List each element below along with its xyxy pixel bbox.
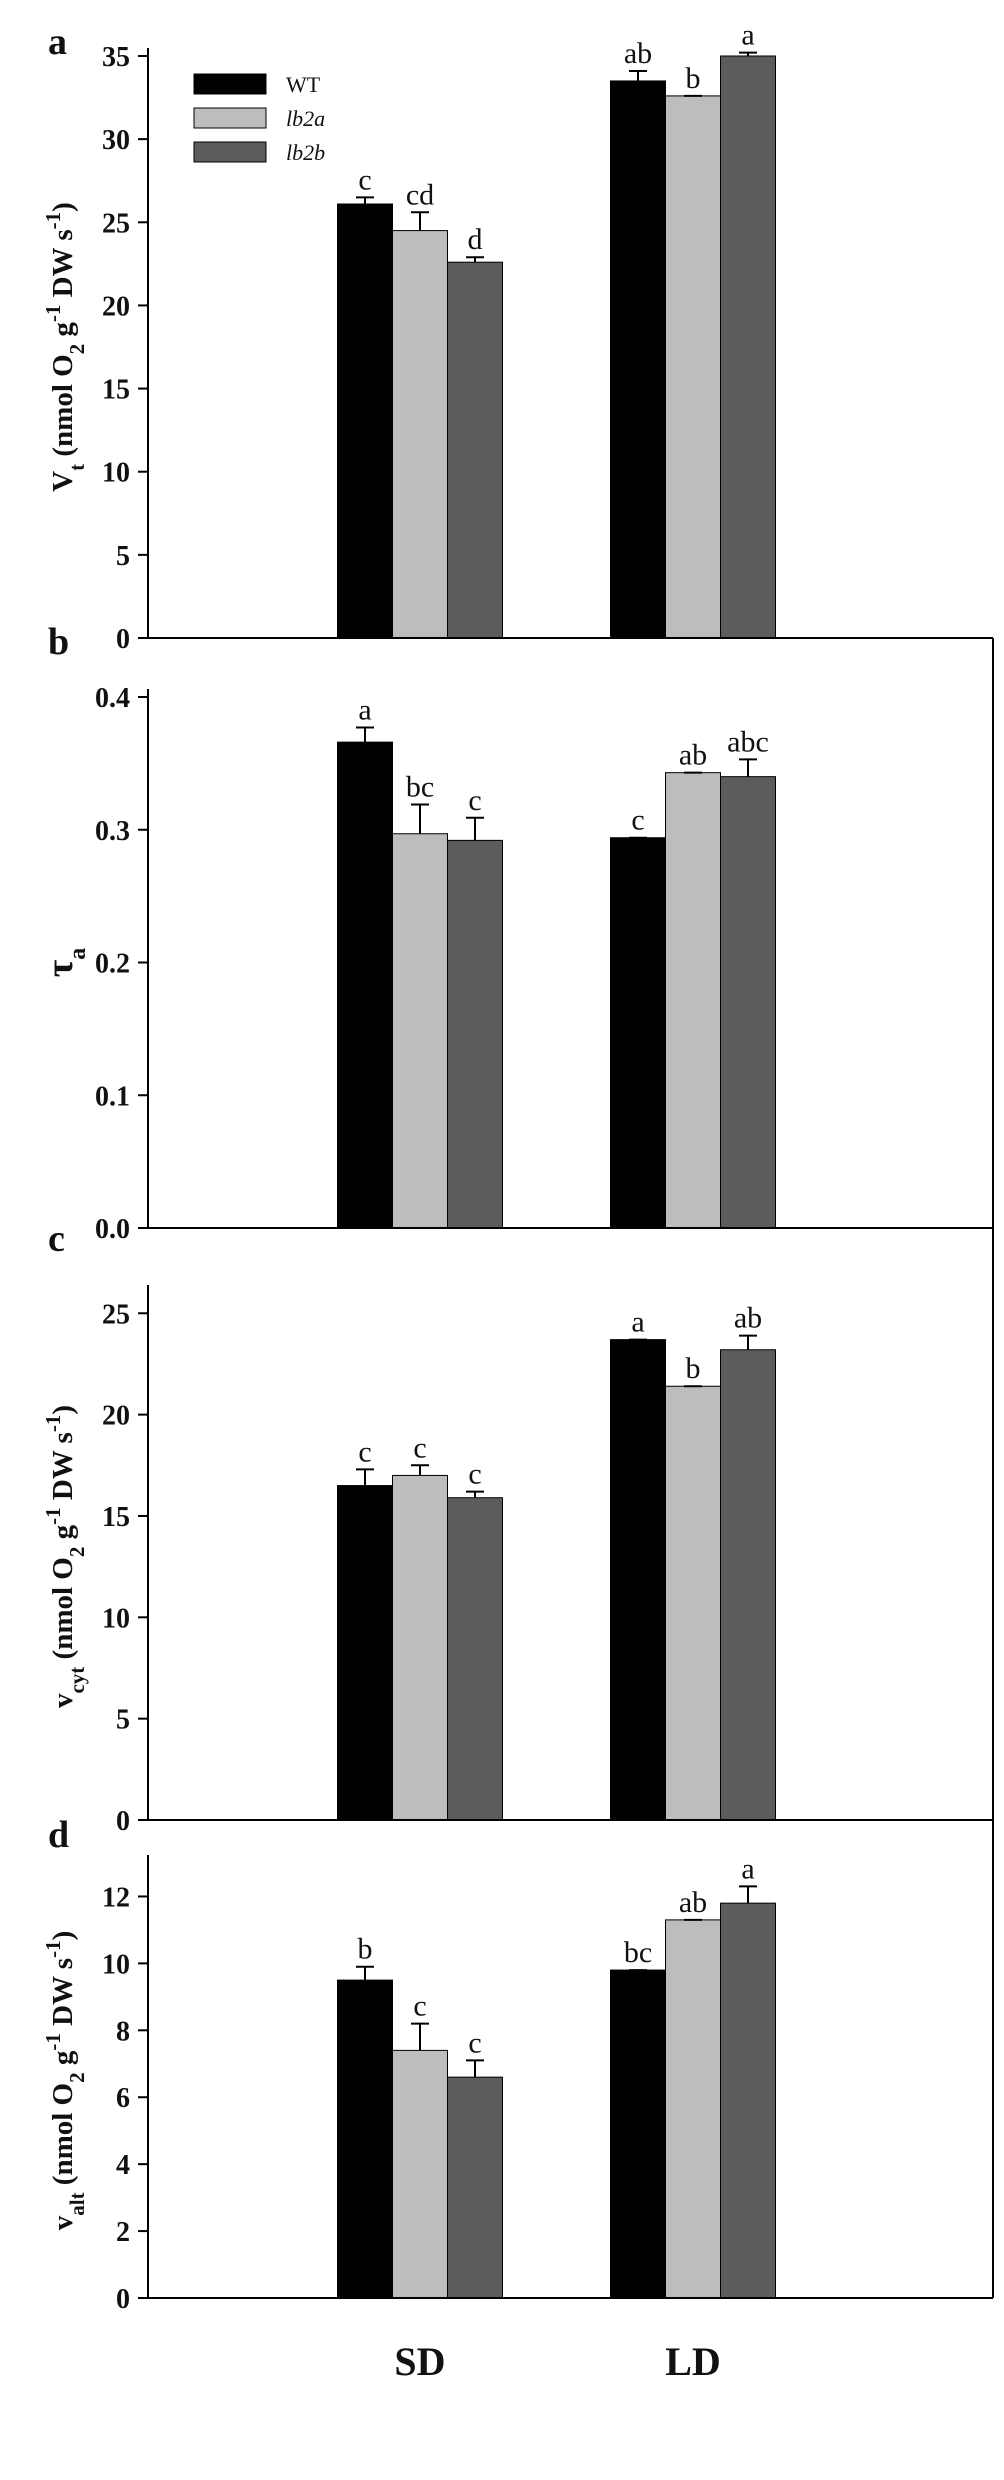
bar-WT-SD	[337, 1485, 393, 1821]
y-tick-label: 25	[102, 1299, 130, 1330]
y-tick-label: 12	[102, 1882, 130, 1913]
bar-lb2a-LD	[665, 1385, 721, 1821]
y-tick-label: 20	[102, 1401, 130, 1432]
bar-lb2a-SD	[392, 2049, 448, 2299]
bar-WT-LD	[610, 1339, 666, 1821]
bar-WT-LD	[610, 837, 666, 1229]
y-tick-label: 6	[116, 2083, 130, 2114]
significance-label: d	[468, 223, 483, 256]
y-tick-label: 5	[116, 541, 130, 572]
bar-lb2a-LD	[665, 772, 721, 1229]
bar-WT-SD	[337, 1979, 393, 2299]
significance-label: c	[358, 163, 371, 196]
significance-label: c	[413, 1431, 426, 1464]
significance-label: c	[358, 1435, 371, 1468]
bar-lb2a-LD	[665, 95, 721, 639]
x-group-label-SD: SD	[394, 2339, 445, 2384]
y-axis-label: vcyt (nmol O2 g-1 DW s-1)	[41, 1405, 89, 1708]
significance-label: c	[413, 1990, 426, 2023]
legend-swatch-lb2a	[193, 107, 267, 129]
significance-label: b	[686, 62, 701, 95]
panel-letter: d	[48, 1814, 69, 1856]
significance-label: c	[468, 1458, 481, 1491]
y-tick-label: 25	[102, 208, 130, 239]
significance-label: ab	[679, 739, 707, 772]
bar-lb2b-SD	[447, 2076, 503, 2299]
significance-label: bc	[624, 1936, 652, 1969]
significance-label: a	[631, 1306, 644, 1339]
y-tick-label: 0	[116, 1806, 130, 1837]
y-tick-label: 0	[116, 624, 130, 655]
y-tick-label: 0.2	[95, 949, 130, 980]
bar-lb2b-LD	[720, 55, 776, 639]
legend-label: lb2b	[286, 140, 325, 165]
x-group-label-LD: LD	[665, 2339, 721, 2384]
panel-letter: a	[48, 21, 67, 63]
significance-label: a	[741, 19, 754, 52]
legend-label: WT	[286, 72, 321, 97]
bar-lb2b-SD	[447, 839, 503, 1229]
legend-swatch-WT	[193, 73, 267, 95]
significance-label: abc	[727, 725, 769, 758]
bar-lb2a-SD	[392, 230, 448, 639]
y-tick-label: 30	[102, 125, 130, 156]
y-tick-label: 15	[102, 1502, 130, 1533]
bar-WT-LD	[610, 1969, 666, 2299]
significance-label: ab	[679, 1886, 707, 1919]
y-tick-label: 10	[102, 1949, 130, 1980]
bar-lb2b-LD	[720, 1902, 776, 2299]
bar-WT-LD	[610, 80, 666, 639]
y-tick-label: 8	[116, 2016, 130, 2047]
significance-label: a	[741, 1852, 754, 1885]
panel-letter: b	[48, 621, 69, 663]
significance-label: a	[358, 694, 371, 727]
bar-WT-SD	[337, 203, 393, 639]
panel-d: d 0 2 4 6 8 10 12 valt (nmol O2 g-1 DW s-1) b bc c a…	[41, 1814, 993, 2315]
bar-WT-SD	[337, 741, 393, 1229]
y-tick-label: 10	[102, 458, 130, 489]
significance-label: b	[686, 1352, 701, 1385]
bar-lb2b-SD	[447, 261, 503, 639]
y-tick-label: 0.4	[95, 683, 130, 714]
significance-label: c	[468, 784, 481, 817]
y-tick-label: 5	[116, 1705, 130, 1736]
significance-label: ab	[734, 1302, 762, 1335]
y-tick-label: 35	[102, 42, 130, 73]
y-tick-label: 10	[102, 1603, 130, 1634]
y-axis-label: Vt (nmol O2 g-1 DW s-1)	[41, 202, 89, 492]
bar-lb2a-SD	[392, 1474, 448, 1821]
y-tick-label: 0.3	[95, 816, 130, 847]
legend: WT lb2a lb2b	[193, 72, 325, 165]
significance-label: c	[631, 804, 644, 837]
panel-a: a 0 5 10 15 20 25 30 35 Vt (nmol O2 g-1 DW s-1) c a…	[41, 19, 993, 655]
panel-c: c 0 5 10 15 20 25 vcyt (nmol O2 g-1 DW s-1) c a c b…	[41, 1218, 993, 1837]
significance-label: b	[358, 1933, 373, 1966]
bar-lb2b-LD	[720, 1349, 776, 1821]
significance-label: cd	[406, 178, 434, 211]
panel-letter: c	[48, 1218, 65, 1260]
y-tick-label: 15	[102, 375, 130, 406]
x-group-labels: SD LD	[394, 2339, 720, 2384]
bar-lb2a-LD	[665, 1919, 721, 2299]
y-axis-label: valt (nmol O2 g-1 DW s-1)	[41, 1931, 89, 2231]
y-tick-label: 20	[102, 291, 130, 322]
bar-lb2b-LD	[720, 776, 776, 1229]
y-tick-label: 4	[116, 2150, 130, 2181]
y-axis-label: τa	[39, 948, 91, 978]
y-tick-label: 2	[116, 2217, 130, 2248]
y-tick-label: 0	[116, 2284, 130, 2315]
bar-lb2a-SD	[392, 833, 448, 1229]
y-tick-label: 0.1	[95, 1081, 130, 1112]
significance-label: ab	[624, 37, 652, 70]
legend-swatch-lb2b	[193, 141, 267, 163]
legend-label: lb2a	[286, 106, 325, 131]
significance-label: bc	[406, 771, 434, 804]
bar-lb2b-SD	[447, 1497, 503, 1821]
significance-label: c	[468, 2026, 481, 2059]
y-tick-label: 0.0	[95, 1214, 130, 1245]
